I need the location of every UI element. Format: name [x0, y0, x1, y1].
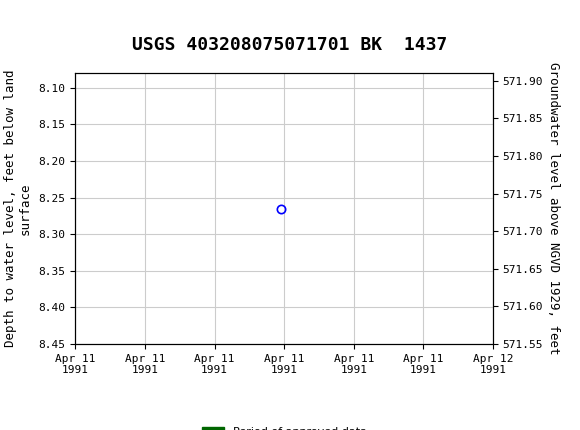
- Y-axis label: Groundwater level above NGVD 1929, feet: Groundwater level above NGVD 1929, feet: [547, 62, 560, 355]
- Text: USGS 403208075071701 BK  1437: USGS 403208075071701 BK 1437: [132, 36, 448, 54]
- Text: ≡USGS: ≡USGS: [12, 11, 88, 30]
- Legend: Period of approved data: Period of approved data: [197, 423, 371, 430]
- Y-axis label: Depth to water level, feet below land
surface: Depth to water level, feet below land su…: [3, 70, 32, 347]
